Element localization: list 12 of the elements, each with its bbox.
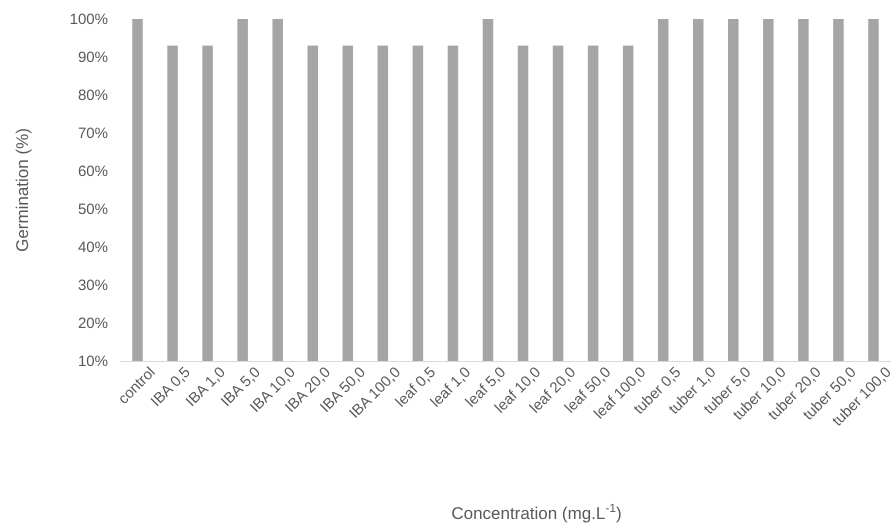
- y-axis-title: Germination (%): [13, 128, 32, 252]
- y-tick-label: 100%: [70, 10, 108, 28]
- y-tick-label: 60%: [78, 162, 108, 180]
- y-tick-label: 70%: [78, 124, 108, 142]
- y-tick-label: 50%: [78, 200, 108, 218]
- y-tick-label: 10%: [78, 352, 108, 370]
- y-tick-label: 20%: [78, 314, 108, 332]
- y-tick-label: 40%: [78, 238, 108, 256]
- y-tick-label: 80%: [78, 86, 108, 104]
- y-tick-label: 30%: [78, 276, 108, 294]
- x-axis-title: Concentration (mg.L$^{-1}$): [451, 501, 622, 523]
- y-tick-label: 90%: [78, 48, 108, 66]
